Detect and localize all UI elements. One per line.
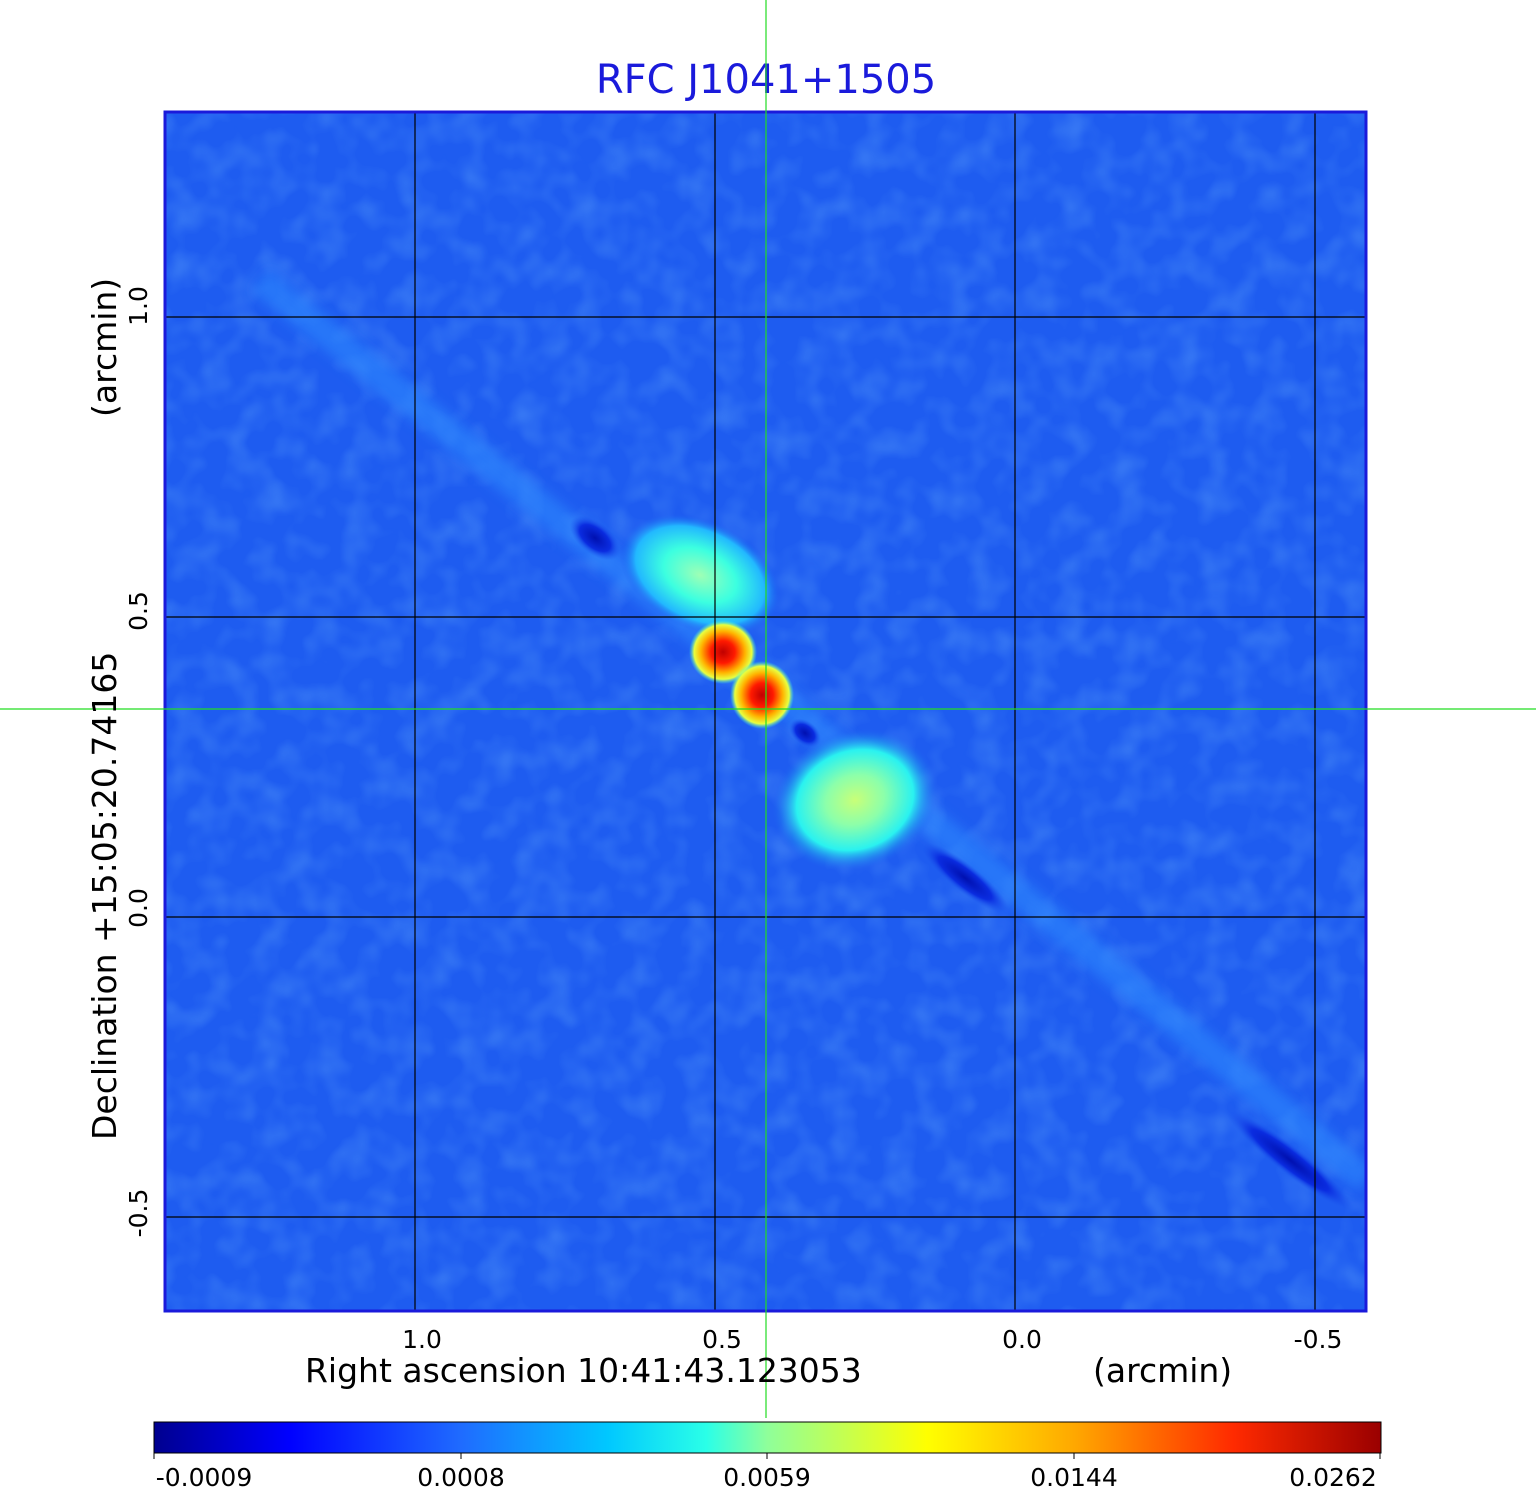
x-axis-unit: (arcmin)	[1093, 1351, 1232, 1390]
core-component-a	[689, 620, 757, 684]
colorbar-tick-label: 0.0059	[723, 1463, 810, 1492]
colorbar-tick-label: 0.0262	[1289, 1463, 1376, 1492]
y-tick-label: 0.5	[124, 591, 153, 631]
y-tick-label: -0.5	[124, 1189, 153, 1238]
y-axis-label: Declination +15:05:20.74165	[85, 652, 124, 1140]
colorbar-ticks	[153, 1453, 1381, 1459]
negative-spot-lower	[920, 842, 1010, 914]
colorbar-tick-label: 0.0144	[1030, 1463, 1117, 1492]
core-component-b	[730, 661, 794, 729]
colorbar-tick-label: -0.0009	[156, 1463, 253, 1492]
x-tick-label: 1.0	[402, 1325, 442, 1354]
lobe-upper	[619, 513, 781, 637]
x-tick-label: 0.0	[1002, 1325, 1042, 1354]
x-axis-label: Right ascension 10:41:43.123053	[305, 1351, 862, 1390]
y-tick-label: 1.0	[124, 286, 153, 326]
x-tick-label: 0.5	[702, 1325, 742, 1354]
x-tick-label: -0.5	[1294, 1325, 1343, 1354]
lobe-lower	[771, 728, 939, 872]
colorbar-tick-label: 0.0008	[417, 1463, 504, 1492]
negative-spot-upper	[569, 515, 621, 561]
colorbar	[153, 1421, 1382, 1454]
y-tick-label: 0.0	[124, 888, 153, 928]
crosshair	[0, 0, 1536, 1418]
y-axis-unit: (arcmin)	[85, 278, 124, 417]
negative-spot-center	[789, 718, 821, 748]
negative-spot-corner	[1226, 1109, 1354, 1211]
